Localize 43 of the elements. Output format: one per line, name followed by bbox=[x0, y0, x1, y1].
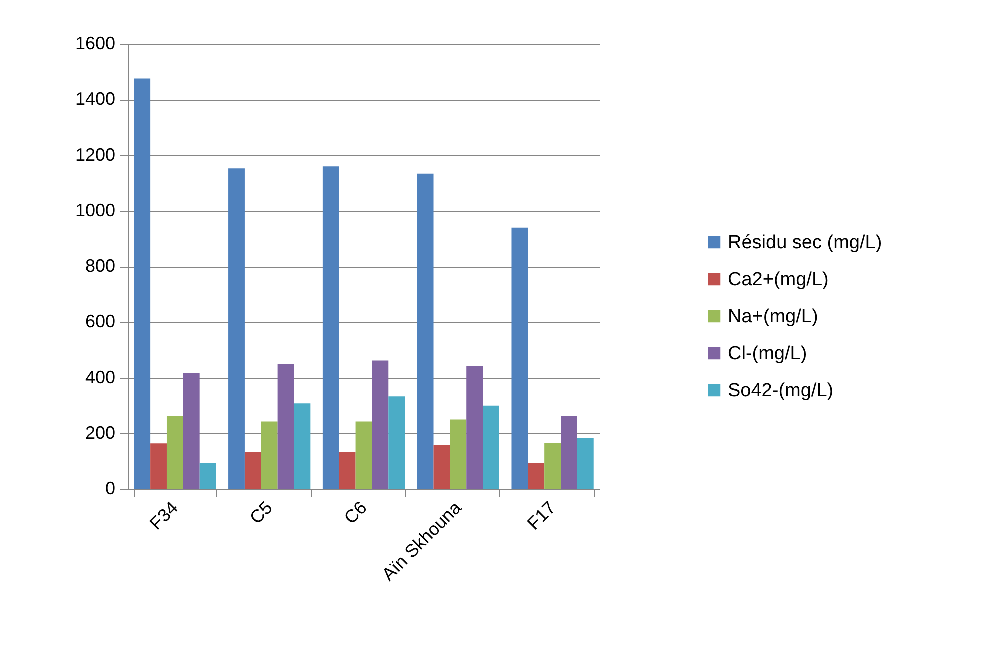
bar bbox=[166, 416, 184, 489]
bar bbox=[528, 463, 545, 489]
bar bbox=[417, 174, 434, 489]
y-tick-label: 1200 bbox=[75, 144, 116, 165]
x-tick-label: F17 bbox=[524, 498, 560, 534]
bar bbox=[294, 404, 311, 489]
bar bbox=[200, 463, 216, 489]
bar bbox=[466, 366, 484, 489]
bar bbox=[561, 416, 578, 489]
legend-label: Ca2+(mg/L) bbox=[728, 270, 829, 290]
bar bbox=[261, 422, 278, 489]
bar bbox=[450, 420, 467, 489]
bar bbox=[372, 360, 389, 489]
legend-label: Cl-(mg/L) bbox=[728, 344, 808, 364]
bar bbox=[434, 445, 450, 489]
y-tick-label: 800 bbox=[85, 256, 116, 276]
bar bbox=[577, 438, 594, 489]
x-tick-label: C6 bbox=[340, 498, 371, 528]
x-tick-label: C5 bbox=[246, 498, 276, 528]
bar bbox=[228, 168, 245, 489]
legend-label: Na+(mg/L) bbox=[728, 306, 818, 328]
y-tick-label: 1400 bbox=[75, 89, 116, 110]
y-tick-label: 200 bbox=[85, 422, 116, 443]
bar bbox=[322, 166, 340, 489]
bar bbox=[244, 452, 262, 489]
bar bbox=[483, 406, 500, 489]
legend-label: Résidu sec (mg/L) bbox=[728, 232, 882, 254]
x-tick-label: F34 bbox=[146, 498, 182, 534]
y-tick-label: 400 bbox=[85, 367, 116, 388]
bar bbox=[278, 364, 294, 489]
bar bbox=[388, 396, 406, 489]
bar bbox=[183, 373, 200, 489]
bar bbox=[544, 443, 562, 489]
y-tick-label: 600 bbox=[85, 312, 116, 332]
bar bbox=[150, 444, 167, 489]
bar bbox=[512, 228, 528, 489]
legend-label: So42-(mg/L) bbox=[728, 380, 834, 402]
bar bbox=[356, 422, 372, 489]
y-tick-label: 1000 bbox=[75, 200, 116, 220]
y-tick-label: 0 bbox=[105, 478, 116, 498]
bar bbox=[339, 452, 356, 489]
bar bbox=[134, 78, 151, 489]
y-tick-label: 1600 bbox=[75, 34, 116, 54]
